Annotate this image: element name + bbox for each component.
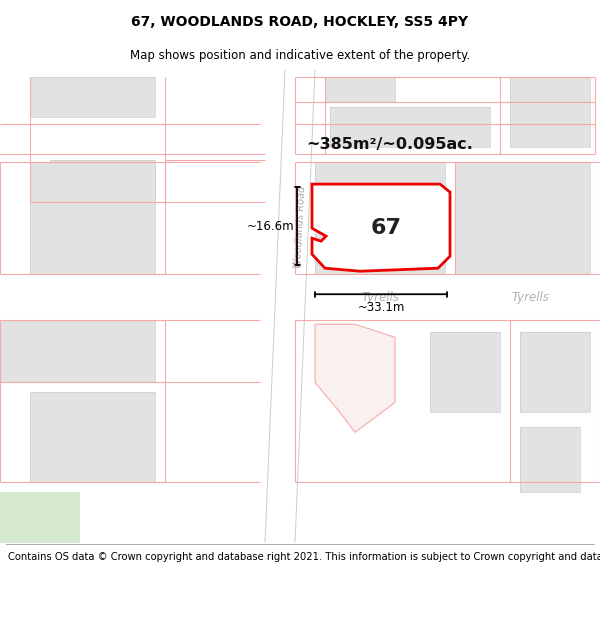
Polygon shape: [430, 332, 500, 412]
Text: ~16.6m: ~16.6m: [247, 219, 294, 232]
Text: Tyrells: Tyrells: [361, 291, 399, 304]
Polygon shape: [520, 428, 580, 493]
Text: ~33.1m: ~33.1m: [358, 301, 404, 314]
Polygon shape: [30, 77, 155, 117]
Text: 67, WOODLANDS ROAD, HOCKLEY, SS5 4PY: 67, WOODLANDS ROAD, HOCKLEY, SS5 4PY: [131, 16, 469, 29]
Polygon shape: [325, 77, 395, 102]
Polygon shape: [30, 392, 155, 482]
Polygon shape: [455, 162, 590, 274]
Polygon shape: [510, 77, 590, 147]
Polygon shape: [315, 324, 395, 432]
Text: Tyrells: Tyrells: [511, 291, 549, 304]
Polygon shape: [0, 492, 80, 542]
Polygon shape: [30, 162, 155, 274]
Polygon shape: [312, 184, 450, 271]
Text: ~385m²/~0.095ac.: ~385m²/~0.095ac.: [307, 137, 473, 152]
Text: Woodlands Road: Woodlands Road: [293, 186, 307, 269]
Polygon shape: [330, 107, 490, 147]
Polygon shape: [265, 70, 315, 542]
Polygon shape: [0, 320, 155, 382]
Polygon shape: [0, 280, 600, 314]
Text: Map shows position and indicative extent of the property.: Map shows position and indicative extent…: [130, 49, 470, 62]
Polygon shape: [315, 162, 445, 274]
Text: 67: 67: [371, 217, 401, 238]
Polygon shape: [50, 160, 155, 202]
Text: Contains OS data © Crown copyright and database right 2021. This information is : Contains OS data © Crown copyright and d…: [8, 552, 600, 562]
Polygon shape: [520, 332, 590, 412]
Polygon shape: [0, 124, 600, 154]
